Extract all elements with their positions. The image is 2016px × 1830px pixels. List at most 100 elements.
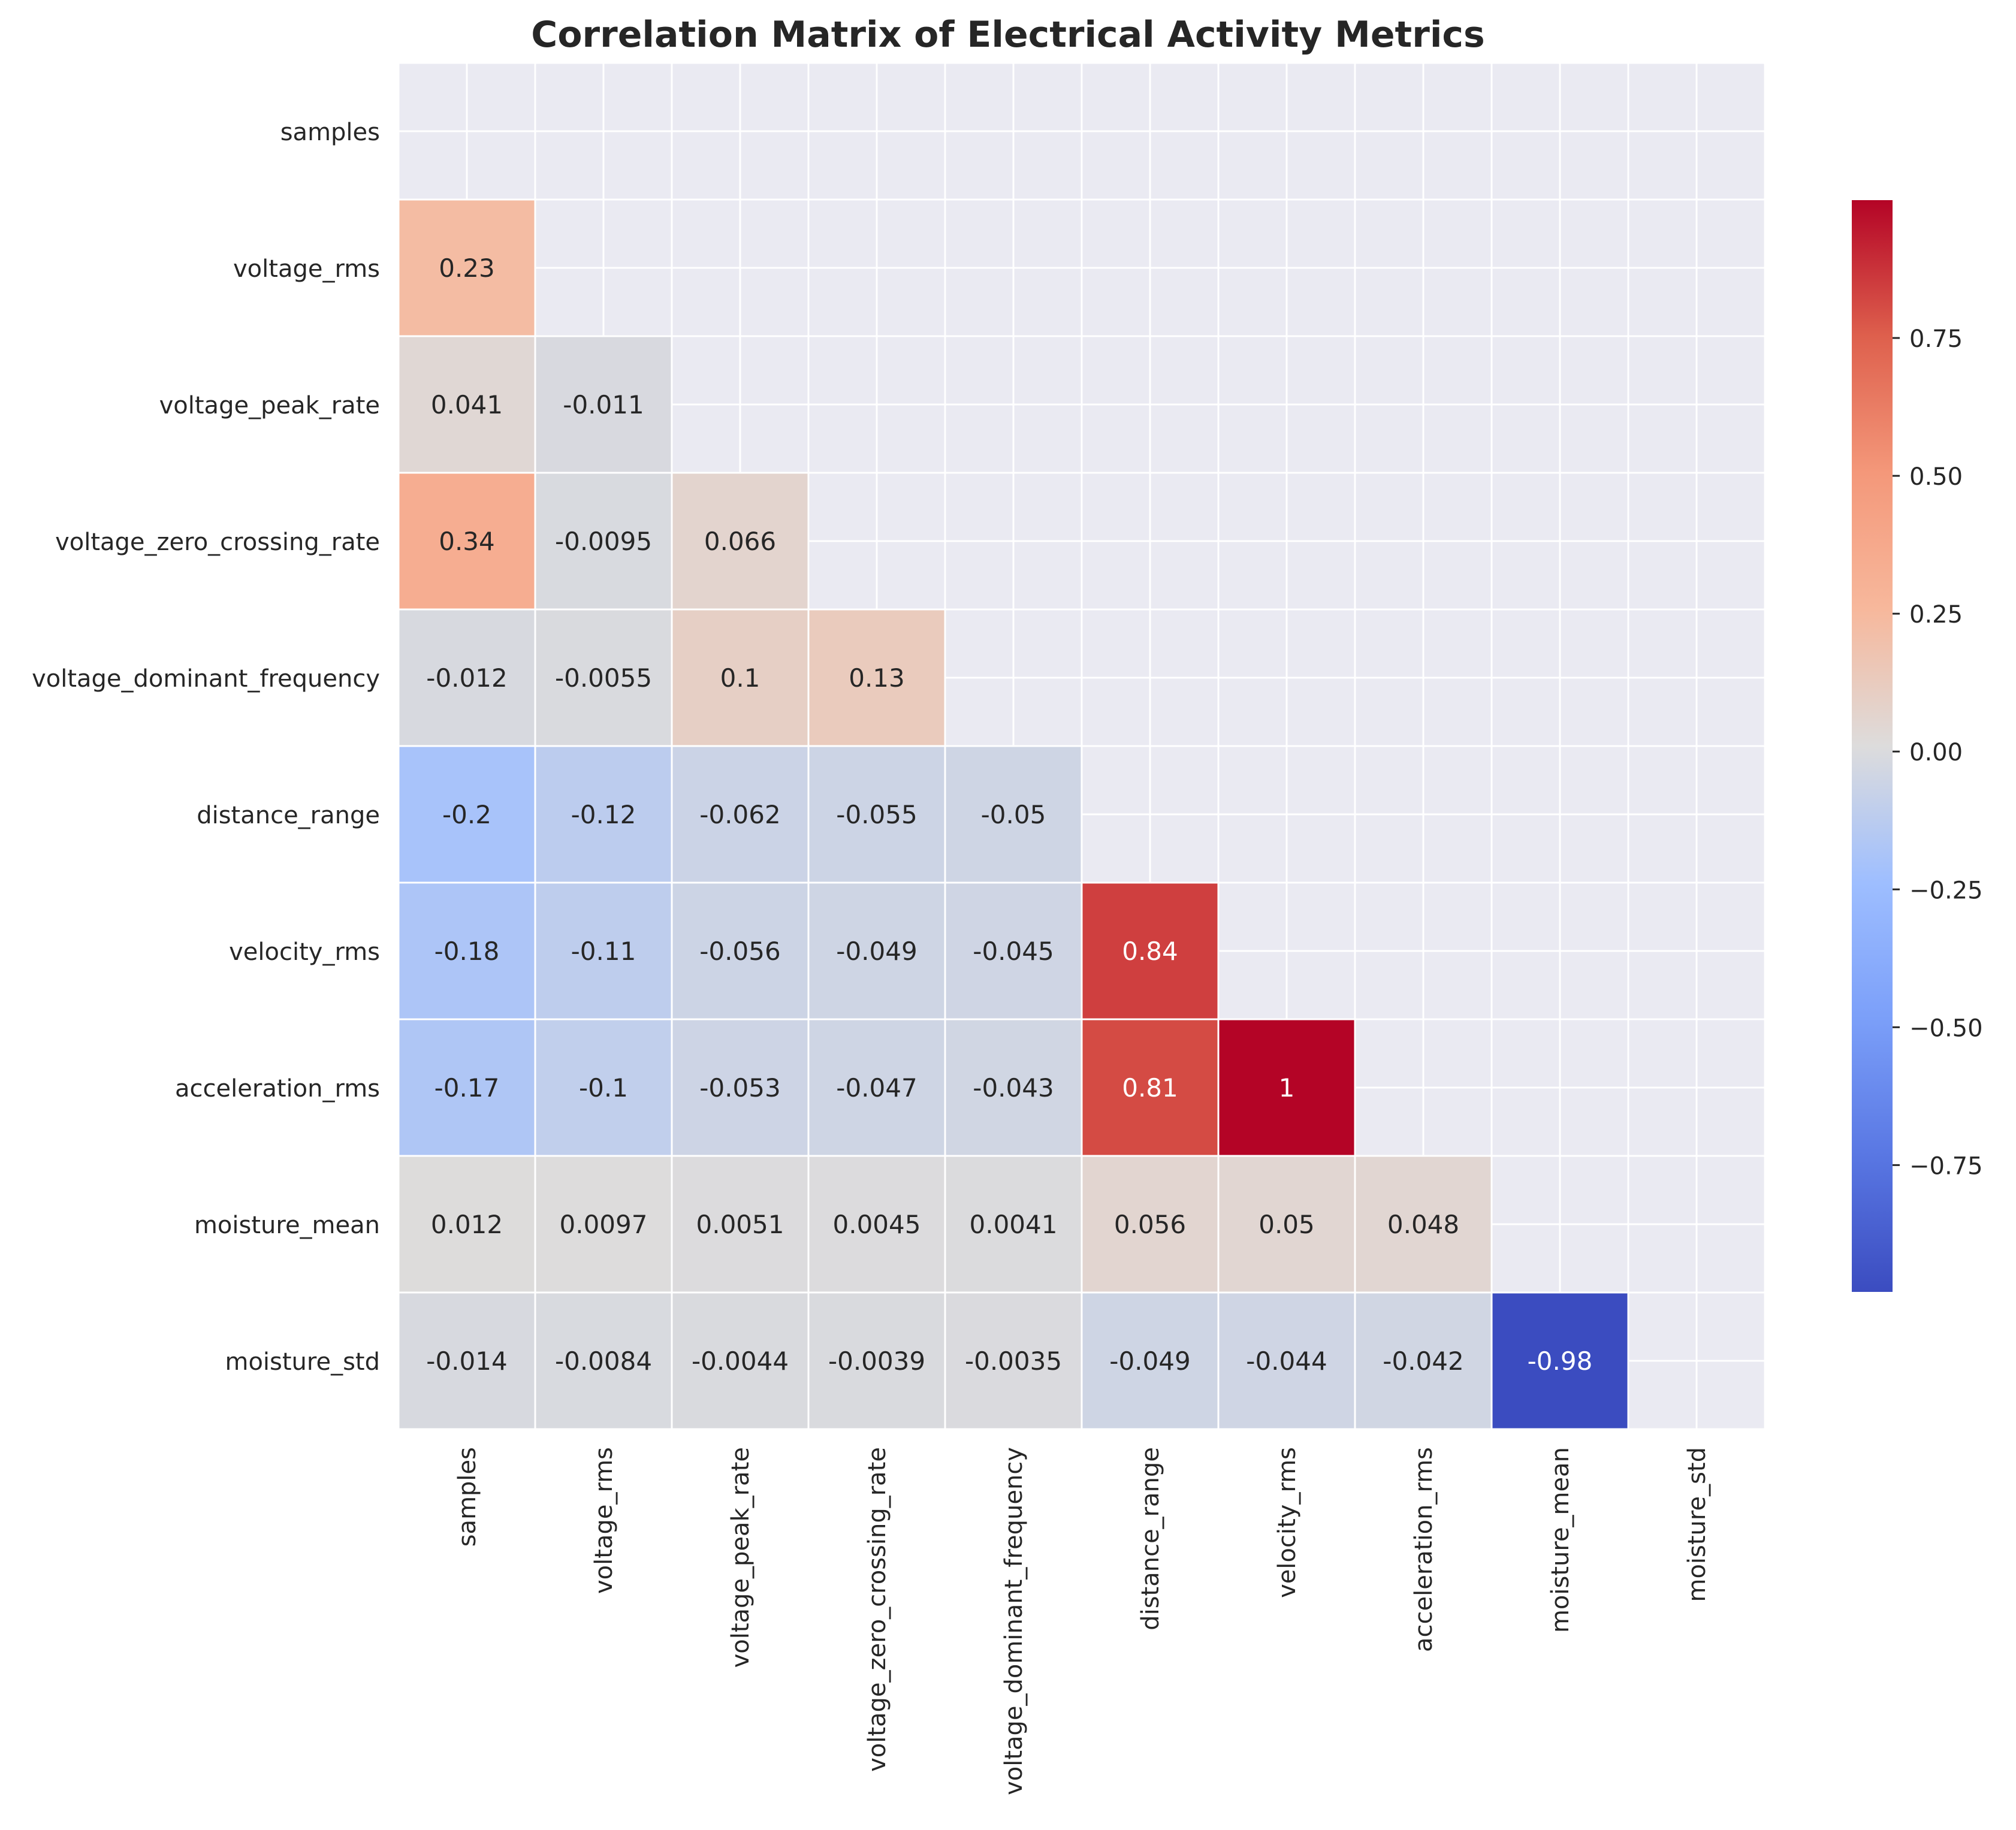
heatmap-cell: [671, 472, 810, 611]
colorbar-tick-label: 0.75: [1909, 325, 1963, 353]
heatmap-cell: [534, 881, 673, 1020]
heatmap-cell: [671, 608, 810, 747]
heatmap-cell: [671, 1018, 810, 1157]
heatmap-cell: [397, 335, 536, 474]
heatmap-cell: [1490, 1291, 1629, 1430]
cell-value-label: -0.014: [426, 1346, 507, 1376]
cell-value-label: -0.049: [836, 937, 917, 966]
cell-value-label: -0.011: [563, 390, 644, 419]
cell-value-labels: 0.23 0.041 -0.011 0.34 -0.0095 0.066 -0.012 -0.…: [426, 253, 1592, 1376]
heatmap-cell: [534, 1018, 673, 1157]
cell-value-label: 0.13: [849, 663, 905, 693]
x-tick-label: velocity_rms: [1273, 1447, 1301, 1598]
heatmap-cell: [944, 745, 1083, 884]
heatmap-cell: [397, 1155, 536, 1294]
heatmap-cell: [807, 881, 946, 1020]
cell-value-label: 0.23: [439, 253, 495, 283]
colorbar-tick-label: 0.00: [1909, 739, 1963, 766]
heatmap-cells: [397, 198, 1629, 1430]
colorbar-tick-label: −0.50: [1909, 1014, 1983, 1042]
heatmap-cell: [1354, 1291, 1493, 1430]
heatmap-cell: [807, 1155, 946, 1294]
colorbar: [1852, 200, 1893, 1292]
y-tick-label: voltage_zero_crossing_rate: [55, 529, 380, 556]
cell-value-label: 0.84: [1122, 937, 1178, 966]
colorbar-tick-label: 0.50: [1909, 463, 1963, 491]
cell-value-label: -0.047: [836, 1073, 917, 1103]
heatmap-cell: [397, 1291, 536, 1430]
y-tick-labels: samples voltage_rms voltage_peak_ratevolta…: [32, 119, 380, 1376]
colorbar-ticks: 0.75 0.50 0.25 0.00 −0.25 −0.50 −0.75: [1893, 325, 1983, 1180]
cell-value-label: -0.0055: [555, 663, 652, 693]
x-tick-label: voltage_dominant_frequency: [1000, 1447, 1028, 1795]
heatmap-cell: [807, 1291, 946, 1430]
heatmap-cell: [534, 608, 673, 747]
cell-value-label: 0.81: [1122, 1073, 1178, 1103]
cell-value-label: 0.34: [439, 527, 495, 556]
cell-value-label: -0.0035: [965, 1346, 1062, 1376]
heatmap-cell: [671, 1155, 810, 1294]
heatmap-cell: [944, 1018, 1083, 1157]
cell-value-label: -0.049: [1109, 1346, 1190, 1376]
heatmap-cell: [1354, 1155, 1493, 1294]
cell-value-label: -0.1: [579, 1073, 628, 1103]
cell-value-label: 0.0045: [833, 1210, 921, 1239]
cell-value-label: -0.055: [836, 800, 917, 829]
cell-value-label: -0.043: [973, 1073, 1054, 1103]
x-tick-label: voltage_peak_rate: [727, 1447, 755, 1668]
x-tick-label: voltage_zero_crossing_rate: [864, 1447, 891, 1772]
cell-value-label: -0.056: [699, 937, 780, 966]
cell-value-label: 0.05: [1259, 1210, 1315, 1239]
cell-value-label: -0.012: [426, 663, 507, 693]
cell-value-label: -0.042: [1383, 1346, 1463, 1376]
heatmap-cell: [397, 472, 536, 611]
chart-title: Correlation Matrix of Electrical Activit…: [531, 14, 1484, 56]
heatmap-cell: [1081, 1291, 1220, 1430]
cell-value-label: 0.1: [720, 663, 760, 693]
heatmap-cell: [534, 335, 673, 474]
x-tick-label: voltage_rms: [590, 1447, 618, 1594]
cell-value-label: -0.0095: [555, 527, 652, 556]
cell-value-label: -0.17: [434, 1073, 500, 1103]
cell-value-label: -0.0044: [692, 1346, 789, 1376]
heatmap-cell: [944, 1291, 1083, 1430]
heatmap-cell: [397, 1018, 536, 1157]
cell-value-label: 1: [1279, 1073, 1295, 1103]
cell-value-label: 0.012: [431, 1210, 503, 1239]
cell-value-label: 0.0041: [970, 1210, 1058, 1239]
heatmap-cell: [944, 1155, 1083, 1294]
heatmap-cell: [534, 1291, 673, 1430]
y-tick-label: voltage_dominant_frequency: [32, 665, 380, 693]
heatmap-cell: [1081, 881, 1220, 1020]
cell-value-label: 0.041: [431, 390, 503, 419]
y-tick-label: moisture_mean: [194, 1212, 380, 1239]
y-tick-label: voltage_rms: [233, 255, 380, 283]
heatmap-cell: [534, 745, 673, 884]
colorbar-tick-label: −0.25: [1909, 877, 1983, 904]
cell-value-label: -0.0039: [828, 1346, 925, 1376]
cell-value-label: -0.12: [571, 800, 636, 829]
cell-value-label: -0.062: [699, 800, 780, 829]
cell-value-label: -0.11: [571, 937, 636, 966]
x-tick-label: moisture_mean: [1547, 1447, 1574, 1633]
colorbar-tick-label: −0.75: [1909, 1152, 1983, 1180]
cell-value-label: 0.0051: [696, 1210, 784, 1239]
x-tick-label: acceleration_rms: [1410, 1447, 1438, 1652]
heatmap-cell: [807, 1018, 946, 1157]
y-tick-label: samples: [280, 119, 380, 146]
y-tick-label: distance_range: [197, 802, 380, 829]
cell-value-label: -0.05: [981, 800, 1046, 829]
x-tick-label: distance_range: [1137, 1447, 1164, 1630]
cell-value-label: -0.053: [699, 1073, 780, 1103]
cell-value-label: -0.0084: [555, 1346, 652, 1376]
x-tick-label: moisture_std: [1683, 1447, 1711, 1602]
cell-value-label: -0.18: [434, 937, 500, 966]
heatmap-cell: [1217, 1291, 1356, 1430]
heatmap-cell: [1081, 1018, 1220, 1157]
cell-value-label: 0.056: [1114, 1210, 1186, 1239]
x-tick-label: samples: [454, 1447, 481, 1547]
cell-value-label: 0.0097: [560, 1210, 648, 1239]
cell-value-label: 0.048: [1387, 1210, 1459, 1239]
